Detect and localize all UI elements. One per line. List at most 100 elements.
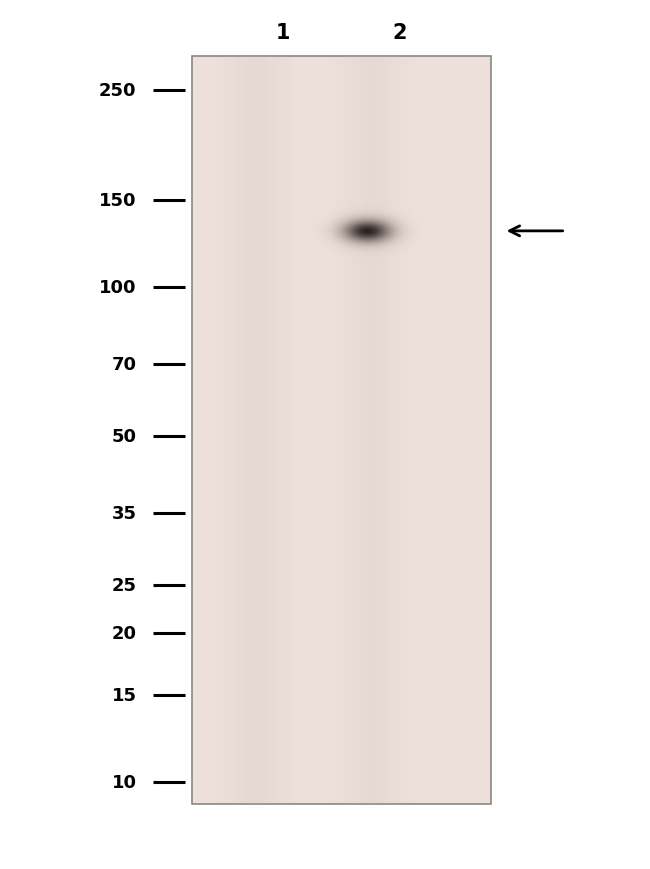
Bar: [269, 56, 270, 804]
Bar: [283, 56, 284, 804]
Bar: [364, 56, 365, 804]
Bar: [279, 56, 280, 804]
Bar: [350, 56, 352, 804]
Bar: [273, 56, 274, 804]
Bar: [219, 56, 220, 804]
Bar: [333, 56, 335, 804]
Text: 100: 100: [99, 279, 136, 297]
Text: 2: 2: [393, 23, 407, 43]
Bar: [397, 56, 398, 804]
Text: 1: 1: [276, 23, 290, 43]
Bar: [276, 56, 278, 804]
Bar: [409, 56, 410, 804]
Bar: [293, 56, 294, 804]
Bar: [378, 56, 380, 804]
Bar: [343, 56, 344, 804]
Bar: [367, 56, 368, 804]
Bar: [226, 56, 227, 804]
Bar: [254, 56, 255, 804]
Bar: [390, 56, 392, 804]
Bar: [398, 56, 400, 804]
Bar: [218, 56, 219, 804]
Bar: [402, 56, 404, 804]
Bar: [405, 56, 406, 804]
Bar: [346, 56, 348, 804]
Bar: [259, 56, 260, 804]
Bar: [400, 56, 401, 804]
Bar: [260, 56, 261, 804]
Bar: [359, 56, 360, 804]
Bar: [227, 56, 228, 804]
Bar: [216, 56, 218, 804]
Bar: [264, 56, 265, 804]
Bar: [246, 56, 247, 804]
Bar: [340, 56, 341, 804]
Bar: [339, 56, 340, 804]
Bar: [291, 56, 292, 804]
Bar: [348, 56, 349, 804]
Text: 15: 15: [112, 687, 136, 704]
Bar: [263, 56, 264, 804]
Bar: [284, 56, 285, 804]
Bar: [261, 56, 263, 804]
Bar: [192, 56, 491, 804]
Bar: [376, 56, 377, 804]
Bar: [280, 56, 281, 804]
Bar: [349, 56, 350, 804]
Bar: [354, 56, 355, 804]
Bar: [268, 56, 269, 804]
Bar: [240, 56, 242, 804]
Bar: [256, 56, 257, 804]
Bar: [285, 56, 287, 804]
Bar: [332, 56, 333, 804]
Bar: [274, 56, 276, 804]
Bar: [244, 56, 246, 804]
Bar: [401, 56, 402, 804]
Bar: [392, 56, 393, 804]
Bar: [235, 56, 237, 804]
Bar: [336, 56, 337, 804]
Bar: [229, 56, 231, 804]
Bar: [345, 56, 346, 804]
Bar: [292, 56, 293, 804]
Bar: [341, 56, 343, 804]
Bar: [386, 56, 387, 804]
Text: 150: 150: [99, 192, 136, 210]
Bar: [369, 56, 370, 804]
Text: 50: 50: [112, 428, 136, 446]
Text: 10: 10: [112, 773, 136, 791]
Bar: [247, 56, 248, 804]
Bar: [265, 56, 266, 804]
Bar: [377, 56, 378, 804]
Bar: [360, 56, 361, 804]
Bar: [250, 56, 251, 804]
Text: 35: 35: [112, 504, 136, 522]
Bar: [355, 56, 356, 804]
Bar: [248, 56, 250, 804]
Bar: [382, 56, 384, 804]
Bar: [228, 56, 229, 804]
Bar: [368, 56, 369, 804]
Bar: [266, 56, 268, 804]
Bar: [380, 56, 381, 804]
Bar: [222, 56, 223, 804]
Text: 25: 25: [112, 576, 136, 594]
Text: 250: 250: [99, 83, 136, 100]
Bar: [373, 56, 374, 804]
Bar: [255, 56, 256, 804]
Bar: [288, 56, 289, 804]
Bar: [361, 56, 363, 804]
Bar: [289, 56, 291, 804]
Bar: [396, 56, 397, 804]
Bar: [389, 56, 390, 804]
Bar: [224, 56, 226, 804]
Bar: [252, 56, 254, 804]
Bar: [257, 56, 259, 804]
Bar: [395, 56, 396, 804]
Bar: [335, 56, 336, 804]
Bar: [408, 56, 409, 804]
Bar: [233, 56, 235, 804]
Bar: [406, 56, 408, 804]
Bar: [237, 56, 238, 804]
Bar: [358, 56, 359, 804]
